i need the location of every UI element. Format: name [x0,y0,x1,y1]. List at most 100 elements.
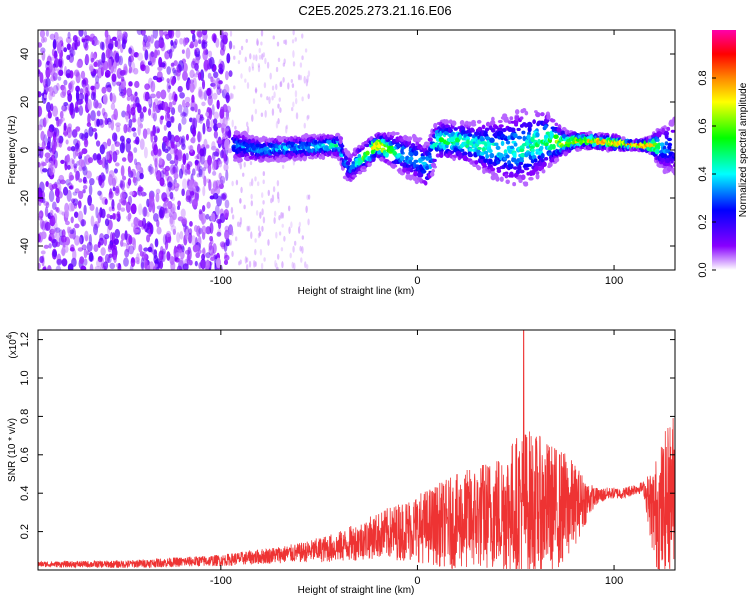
ridge-cell [503,157,507,161]
ridge-cell [294,157,300,161]
noise-cell [63,122,67,132]
noise-cell [45,101,52,113]
noise-cell [226,105,232,114]
ridge-cell [505,179,510,185]
noise-cell [160,89,167,100]
noise-cell [152,101,156,113]
noise-cell [171,166,178,175]
noise-cell [155,90,161,99]
noise-cell [122,31,128,39]
noise-cell [190,41,194,49]
noise-cell [233,55,236,60]
noise-cell [39,255,44,264]
noise-cell [268,96,271,105]
ridge-cell [497,127,503,132]
noise-cell [303,75,306,84]
noise-cell [63,101,69,107]
colorbar-tick-label: 0.4 [697,166,709,181]
noise-cell [38,145,41,157]
noise-cell [225,116,230,121]
noise-cell [38,91,41,98]
ridge-cell [444,119,450,125]
noise-cell [68,202,74,212]
noise-cell [220,32,224,43]
ridge-cell [406,170,411,175]
ridge-cell [408,156,414,161]
noise-cell [163,124,167,131]
noise-cell [231,230,234,237]
noise-cell [83,248,88,259]
noise-cell [78,105,84,116]
noise-cell [130,168,137,179]
ridge-cell [534,165,540,172]
colorbar-label: Normalized spectral amplitude [738,82,749,217]
noise-cell [38,262,41,269]
noise-cell [282,76,285,83]
noise-cell [187,169,191,175]
noise-cell [147,60,152,66]
spectrogram-panel: -100 0 100 -40 -20 0 20 40 Height of straight … [7,29,749,297]
noise-cell [121,200,128,206]
noise-cell [282,62,286,67]
noise-cell [164,210,171,219]
noise-cell [252,54,256,61]
noise-cell [89,263,94,270]
noise-cell [87,98,92,111]
noise-cell [156,219,160,228]
noise-cell [292,30,295,36]
noise-cell [281,223,284,228]
noise-cell [109,262,116,270]
noise-cell [196,225,201,237]
noise-cell [293,262,296,270]
noise-cell [233,85,236,90]
noise-cell [61,104,65,111]
snr-xlabel: Height of straight line (km) [298,585,415,596]
noise-cell [270,198,273,204]
noise-cell [53,52,58,60]
noise-cell [52,249,58,258]
noise-cell [125,215,131,220]
noise-cell [40,130,45,142]
noise-cell [133,147,138,153]
ridge-cell [538,166,543,171]
noise-cell [83,138,89,148]
noise-cell [65,220,70,226]
noise-cell [81,148,88,155]
noise-cell [131,117,137,123]
noise-cell [287,82,290,90]
noise-cell [87,194,92,206]
snr-multiplier: (x104) [5,331,19,358]
noise-cell [279,107,282,113]
noise-cell [104,118,108,126]
noise-cell [137,104,142,113]
noise-cell [278,215,281,221]
x-tick-label: 100 [605,275,623,287]
noise-cell [120,207,126,212]
noise-cell [72,249,77,261]
spectrogram-ylabel: Frequency (Hz) [7,116,18,185]
noise-cell [44,152,51,159]
noise-cell [159,76,165,82]
noise-cell [225,169,229,181]
noise-cell [52,105,58,117]
ridge-cell [519,169,525,174]
noise-cell [144,223,149,233]
noise-cell [168,92,173,101]
noise-cell [203,59,210,71]
noise-cell [49,86,54,97]
noise-cell [48,164,54,177]
noise-cell [262,52,266,58]
noise-cell [69,174,75,181]
snr-panel: -100 0 100 0.2 0.4 0.6 0.8 1.0 1.2 Height of st… [5,329,676,596]
noise-cell [84,95,88,102]
noise-cell [75,85,81,93]
noise-cell [216,231,222,237]
noise-cell [144,91,150,102]
noise-cell [134,80,140,88]
noise-cell [55,241,61,247]
ridge-cell [553,134,559,140]
noise-cell [291,39,295,44]
noise-cell [113,108,119,121]
noise-cell [271,194,275,203]
noise-cell [198,35,202,44]
